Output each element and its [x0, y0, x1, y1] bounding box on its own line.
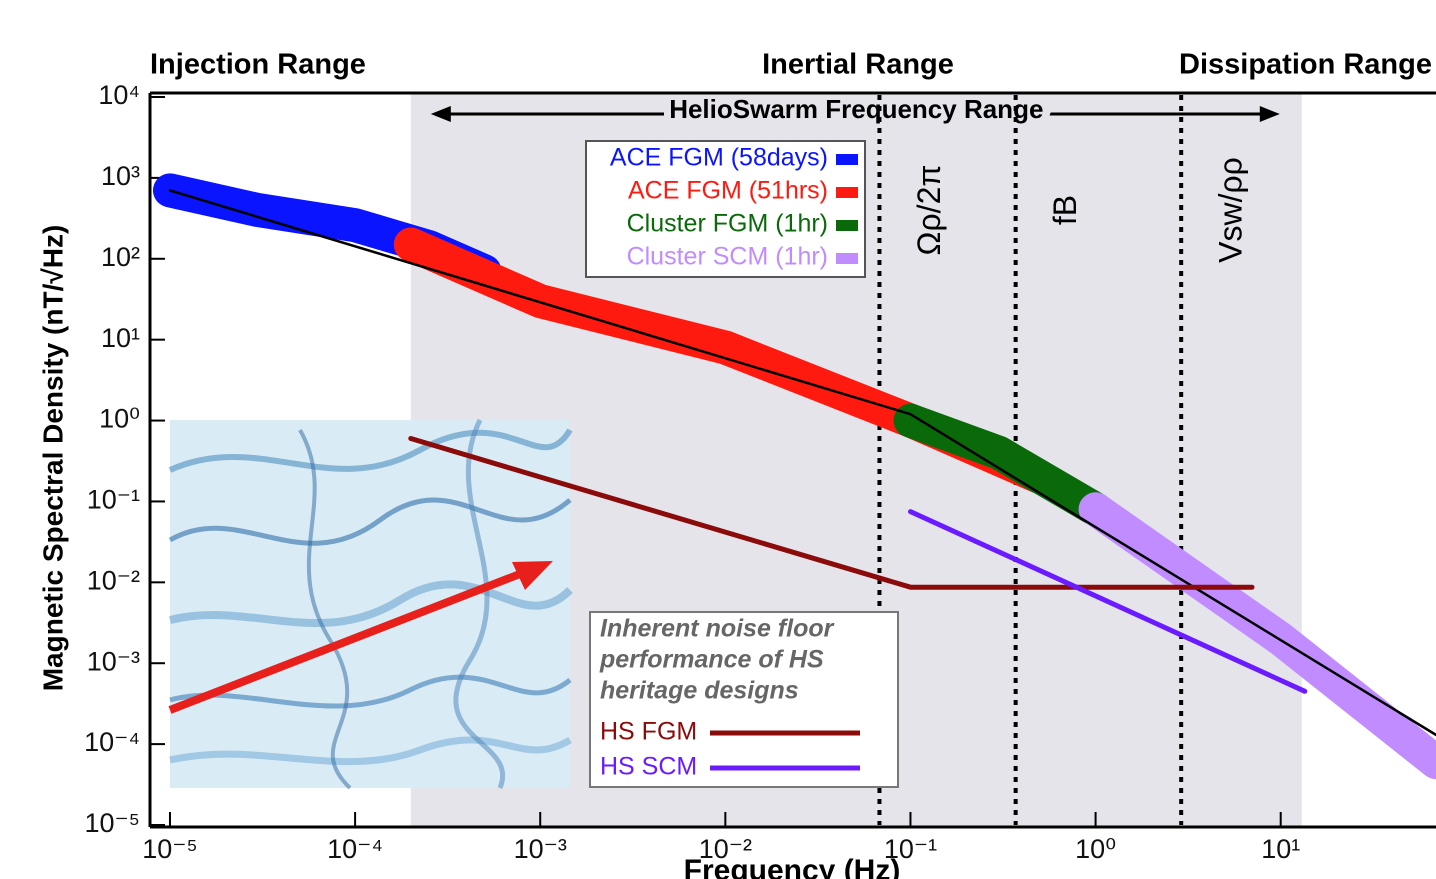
noise-title: heritage designs: [600, 677, 799, 705]
noise-title: performance of HS: [599, 646, 824, 674]
legend-label: ACE FGM (51hrs): [628, 177, 828, 205]
y-tick-label: 10⁻²: [87, 565, 140, 595]
legend-swatch: [836, 253, 858, 264]
legend-label: Cluster SCM (1hr): [627, 243, 828, 271]
band-label: HelioSwarm Frequency Range: [669, 94, 1043, 124]
legend-swatch: [836, 154, 858, 165]
scale-label: Ωρ/2π: [911, 165, 947, 256]
x-tick-label: 10⁻⁴: [327, 834, 383, 864]
x-tick-label: 10¹: [1261, 834, 1300, 864]
scale-label: fB: [1047, 195, 1083, 225]
x-tick-label: 10⁰: [1075, 834, 1116, 864]
noise-box: [589, 611, 899, 788]
y-tick-label: 10⁴: [98, 80, 140, 110]
series-line: [408, 436, 1255, 590]
region-label: Dissipation Range: [1179, 49, 1432, 81]
x-tick-label: 10⁻³: [514, 834, 567, 864]
band-arrow-head: [1259, 106, 1280, 122]
region-label: Inertial Range: [762, 49, 954, 81]
legend-swatch: [836, 187, 858, 198]
legend-label: HS SCM: [600, 753, 697, 781]
x-tick-label: 10⁻⁵: [142, 834, 197, 864]
turbulence-image: [168, 418, 573, 790]
x-axis-label: Frequency (Hz): [684, 854, 901, 879]
legend-label: ACE FGM (58days): [610, 144, 828, 172]
y-axis-label: Magnetic Spectral Density (nT/√Hz): [37, 225, 68, 692]
y-tick-label: 10⁻³: [87, 646, 140, 676]
y-tick-label: 10²: [101, 242, 140, 272]
legend-label: HS FGM: [600, 718, 697, 746]
y-tick-label: 10⁻¹: [87, 485, 140, 515]
series-line: [168, 189, 1436, 737]
band-arrow-head: [430, 106, 451, 122]
legend-swatch: [836, 220, 858, 231]
y-tick-label: 10⁻⁵: [85, 808, 140, 838]
legend: [585, 140, 866, 278]
legend-label: Cluster FGM (1hr): [627, 210, 828, 238]
noise-title: Inherent noise floor: [600, 615, 835, 643]
region-label: Injection Range: [150, 49, 366, 81]
scale-label: Vsw/ρρ: [1213, 157, 1249, 263]
y-tick-label: 10⁻⁴: [84, 727, 140, 757]
y-tick-label: 10¹: [101, 323, 140, 353]
x-tick-label: 10⁻²: [699, 834, 752, 864]
y-tick-label: 10⁰: [99, 404, 140, 434]
x-tick-label: 10⁻¹: [884, 834, 937, 864]
y-tick-label: 10³: [101, 161, 140, 191]
series-line: [908, 509, 1308, 694]
